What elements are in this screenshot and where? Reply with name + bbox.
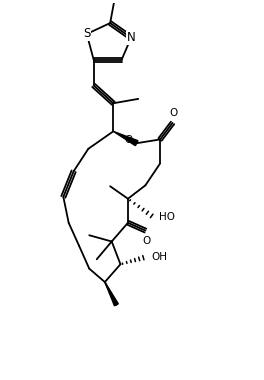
Text: O: O <box>143 236 151 246</box>
Text: S: S <box>83 27 91 41</box>
Text: OH: OH <box>151 252 167 262</box>
Text: HO: HO <box>159 212 176 222</box>
Text: O: O <box>170 108 178 118</box>
Text: N: N <box>127 31 135 44</box>
Text: O: O <box>125 135 133 145</box>
Polygon shape <box>113 131 138 146</box>
Polygon shape <box>105 282 118 306</box>
